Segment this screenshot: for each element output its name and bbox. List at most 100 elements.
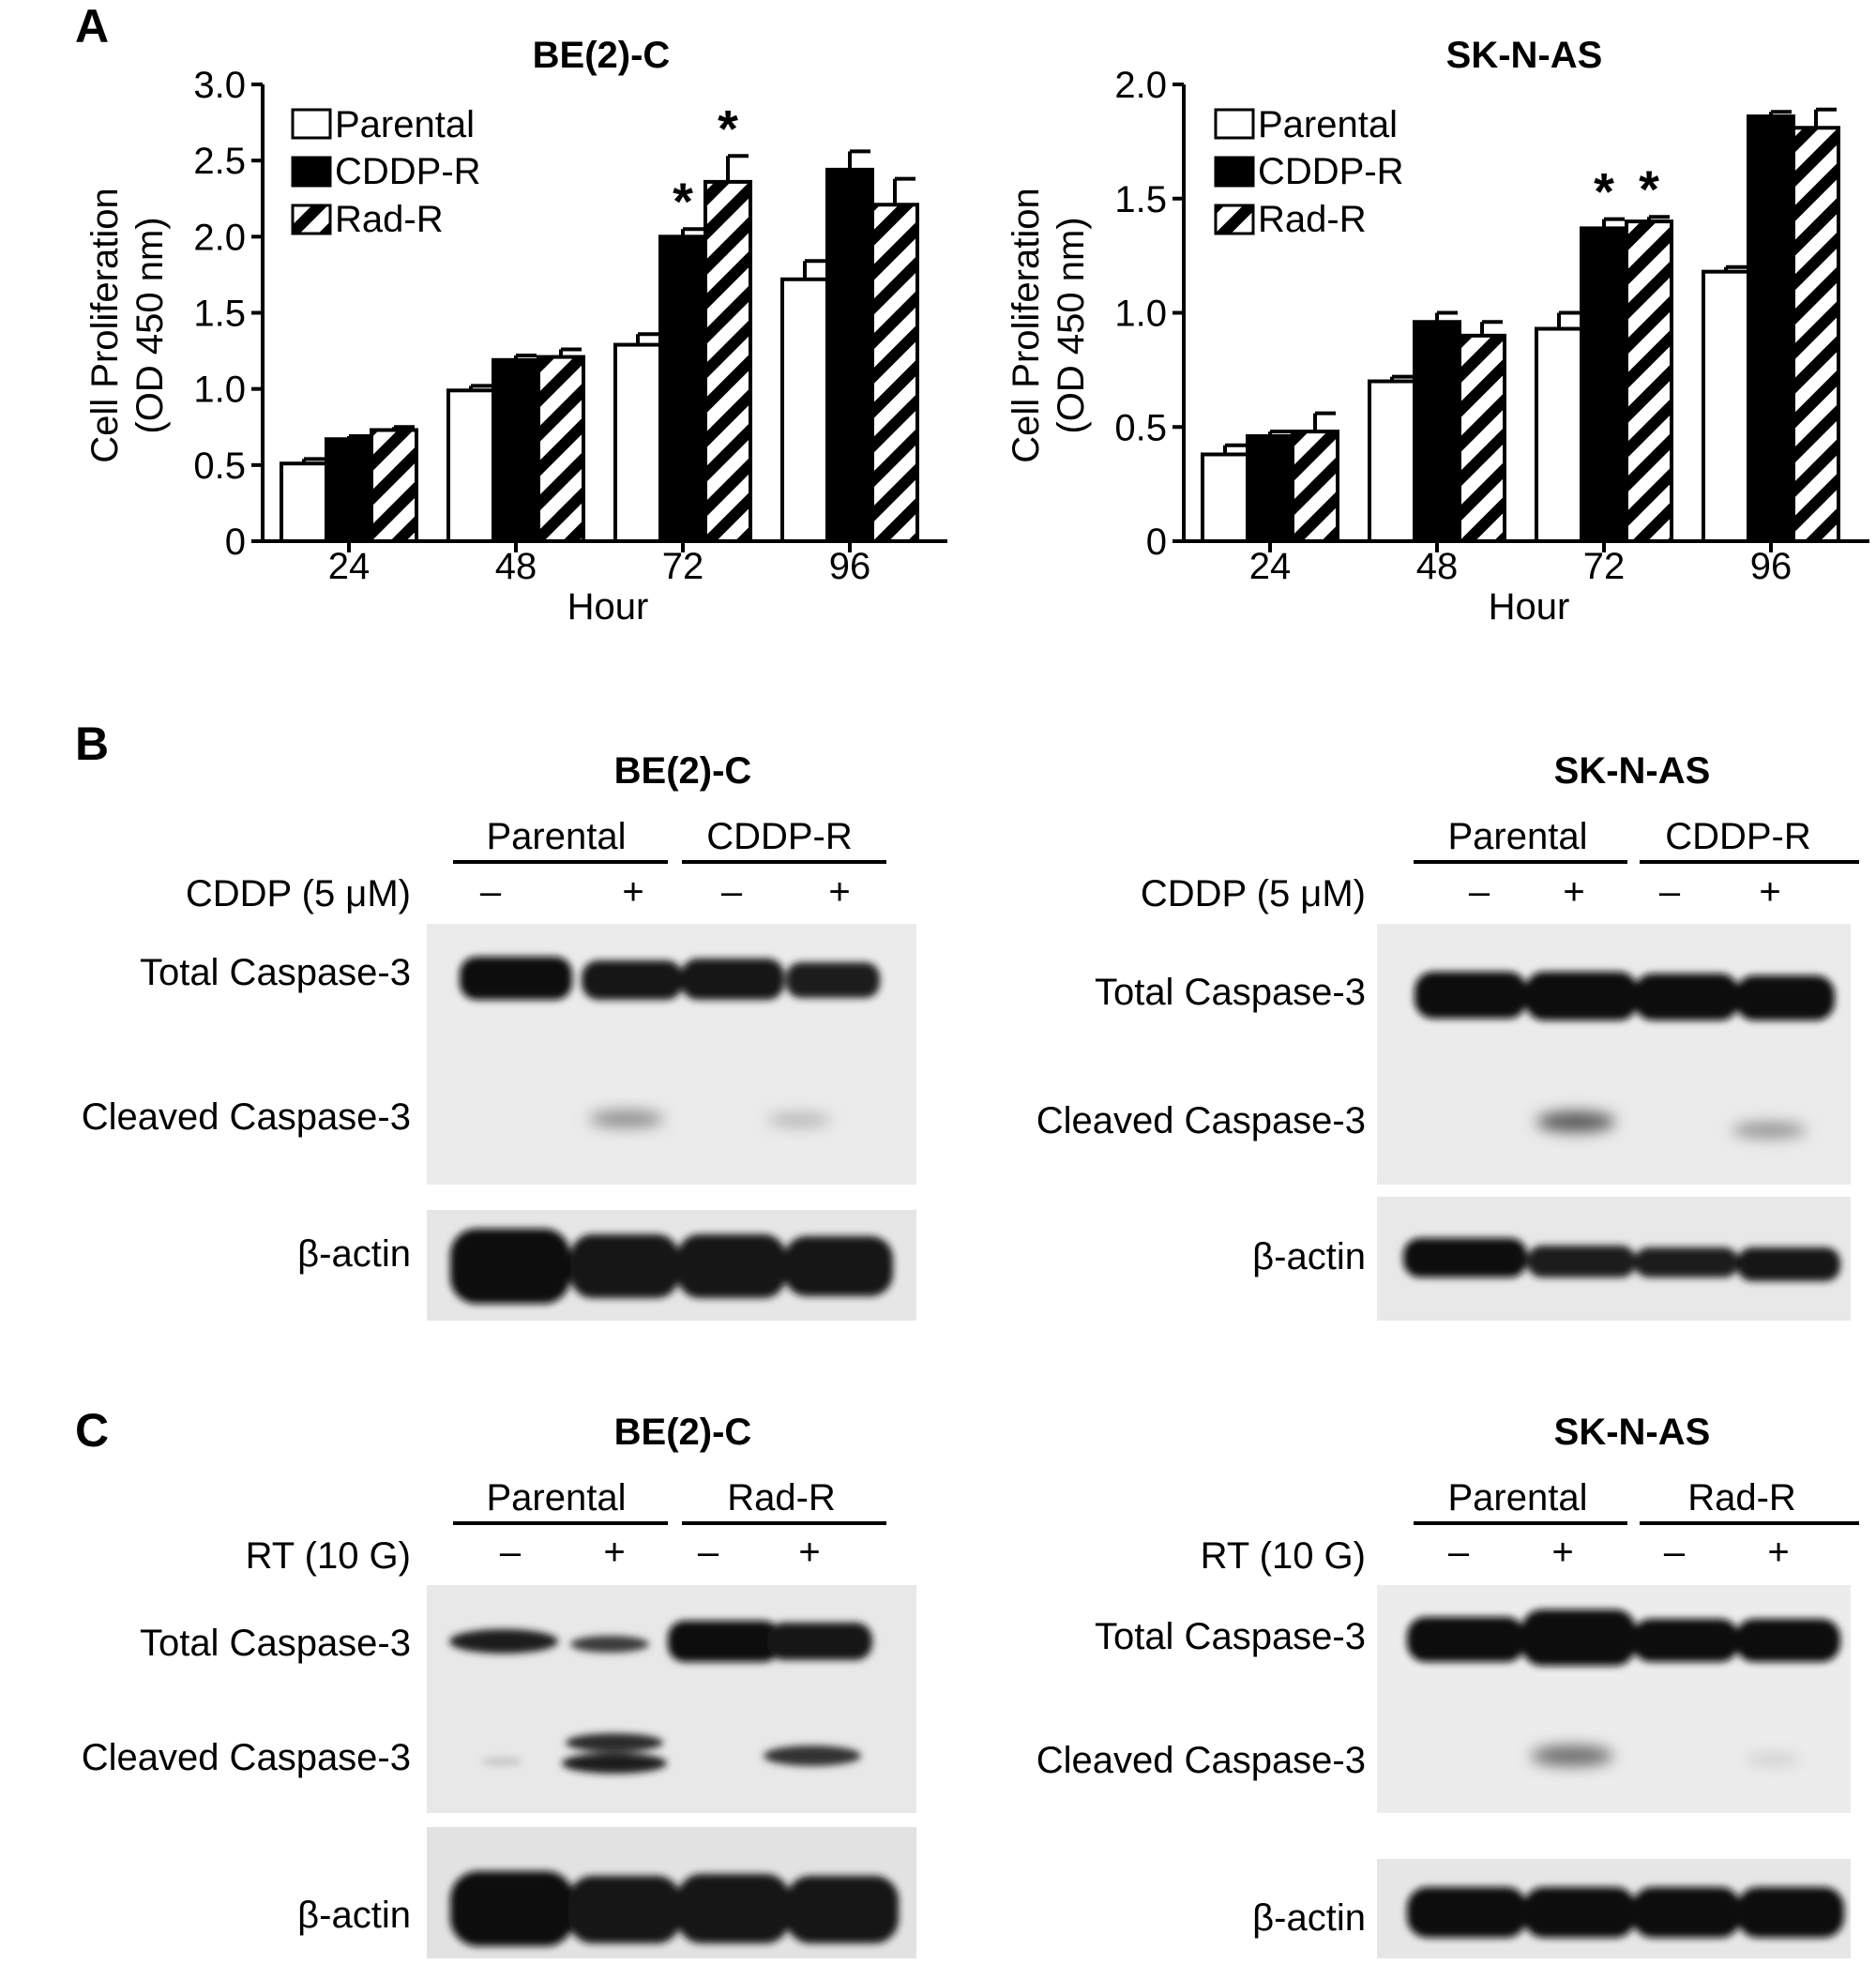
legend-label-cddp-r: CDDP-R: [335, 151, 481, 192]
legend-label-parental: Parental: [1258, 104, 1398, 145]
bar: [1458, 333, 1506, 543]
bar: [780, 277, 829, 543]
group-label-parental: Parental: [1448, 816, 1588, 857]
blot-c-sknas: SK-N-AS Parental Rad-R RT (10 G) – + – +…: [1036, 1412, 1859, 1958]
bar: [325, 437, 373, 543]
bar: [280, 461, 328, 543]
sign-lane2: +: [622, 871, 643, 913]
bar: [1291, 430, 1339, 543]
bands-beta-actin: [450, 1229, 893, 1304]
bands-total-caspase3: [1407, 1609, 1840, 1666]
blot-b-be2c: BE(2)-C Parental CDDP-R CDDP (5 μM) – + …: [82, 750, 916, 1321]
x-tick-label: 24: [1249, 546, 1292, 587]
y-tick-label: 1.5: [1114, 179, 1167, 220]
row-label-total-caspase3: Total Caspase-3: [140, 1623, 411, 1664]
legend-swatch-cddp-r: [1214, 156, 1255, 188]
chart-be2c-proliferation: BE(2)-C Cell Proliferation (OD 450 nm) H…: [84, 35, 947, 627]
y-tick-label: 1.0: [1114, 294, 1167, 335]
y-tick-label: 1.0: [193, 370, 246, 411]
row-label-cleaved-caspase3: Cleaved Caspase-3: [1036, 1100, 1366, 1141]
x-axis-label: Hour: [567, 586, 649, 627]
treatment-label: RT (10 G): [246, 1535, 411, 1577]
chart-title: SK-N-AS: [1446, 35, 1603, 76]
chart-title: BE(2)-C: [533, 35, 671, 76]
bands-cleaved-caspase3: [1531, 1745, 1801, 1766]
group-label-parental: Parental: [1448, 1477, 1588, 1518]
chart-legend: Parental CDDP-R Rad-R: [291, 104, 481, 240]
sign-lane1: –: [1469, 871, 1490, 913]
chart-sknas-proliferation: SK-N-AS Cell Proliferation (OD 450 nm) H…: [1006, 35, 1869, 627]
y-axis-label-line1: Cell Proliferation: [84, 188, 126, 462]
bands-beta-actin: [450, 1871, 899, 1946]
bands-beta-actin: [1403, 1238, 1840, 1281]
bar: [1702, 269, 1750, 543]
panel-letter-b: B: [75, 718, 109, 770]
group-label-parental: Parental: [487, 1477, 627, 1518]
bar: [825, 167, 874, 543]
chart-legend: Parental CDDP-R Rad-R: [1214, 104, 1404, 240]
legend-label-rad-r: Rad-R: [335, 199, 444, 240]
bar: [1792, 126, 1840, 543]
y-axis-label-line2: (OD 450 nm): [129, 217, 171, 433]
legend-swatch-parental: [291, 108, 332, 140]
y-axis-label-line1: Cell Proliferation: [1006, 188, 1047, 462]
bar: [537, 355, 585, 543]
treatment-label: CDDP (5 μM): [1141, 873, 1366, 914]
sign-lane4: +: [828, 871, 850, 913]
bar: [446, 388, 495, 544]
row-label-beta-actin: β-actin: [297, 1233, 411, 1275]
legend-swatch-rad-r: [291, 204, 332, 235]
bar: [1747, 114, 1795, 543]
bar: [1246, 433, 1294, 543]
bar: [1368, 379, 1416, 543]
sign-lane3: –: [698, 1532, 719, 1573]
sign-lane1: –: [500, 1532, 522, 1573]
x-tick-label: 48: [495, 546, 537, 587]
row-label-total-caspase3: Total Caspase-3: [1095, 972, 1366, 1013]
bands-cleaved-caspase3: [481, 1733, 861, 1774]
legend-label-cddp-r: CDDP-R: [1258, 151, 1404, 192]
row-label-total-caspase3: Total Caspase-3: [1095, 1616, 1366, 1657]
bar: [1413, 320, 1461, 543]
sign-lane4: +: [1759, 871, 1780, 913]
group-label-cddp-r: CDDP-R: [1665, 816, 1811, 857]
bar: [1625, 219, 1673, 543]
sign-lane2: +: [1551, 1532, 1573, 1573]
y-tick-label: 1.5: [193, 294, 246, 335]
row-label-beta-actin: β-actin: [1252, 1236, 1366, 1277]
blot-title: SK-N-AS: [1554, 1412, 1711, 1453]
legend-swatch-rad-r: [1214, 204, 1255, 235]
treatment-label: RT (10 G): [1201, 1535, 1366, 1577]
sign-lane3: –: [1664, 1532, 1686, 1573]
legend-label-rad-r: Rad-R: [1258, 199, 1367, 240]
blot-title: SK-N-AS: [1554, 750, 1711, 792]
y-axis-label-line2: (OD 450 nm): [1051, 217, 1092, 433]
blot-c-be2c: BE(2)-C Parental Rad-R RT (10 G) – + – +…: [82, 1412, 916, 1958]
x-tick-label: 96: [1750, 546, 1793, 587]
legend-label-parental: Parental: [335, 104, 475, 145]
x-tick-label: 24: [328, 546, 371, 587]
bands-total-caspase3: [449, 1621, 872, 1662]
bar: [870, 203, 919, 543]
row-label-cleaved-caspase3: Cleaved Caspase-3: [82, 1737, 411, 1778]
row-label-cleaved-caspase3: Cleaved Caspase-3: [82, 1096, 411, 1138]
treatment-label: CDDP (5 μM): [186, 873, 411, 914]
bands-cleaved-caspase3: [589, 1110, 831, 1127]
x-tick-label: 72: [662, 546, 704, 587]
group-label-rad-r: Rad-R: [727, 1477, 836, 1518]
significance-star: *: [1594, 162, 1614, 221]
x-tick-label: 72: [1583, 546, 1626, 587]
bar: [1535, 326, 1583, 544]
significance-star: *: [1639, 159, 1659, 219]
y-tick-label: 2.0: [193, 217, 246, 258]
y-tick-label: 0.5: [1114, 407, 1167, 448]
x-axis-label: Hour: [1489, 586, 1570, 627]
bar: [658, 234, 707, 543]
row-label-beta-actin: β-actin: [297, 1895, 411, 1936]
blot-membrane-upper: [1377, 924, 1851, 1185]
bar: [704, 179, 752, 543]
sign-lane3: –: [1659, 871, 1681, 913]
panel-letter-c: C: [75, 1404, 109, 1457]
panel-letter-a: A: [75, 0, 109, 53]
row-label-beta-actin: β-actin: [1252, 1897, 1366, 1939]
